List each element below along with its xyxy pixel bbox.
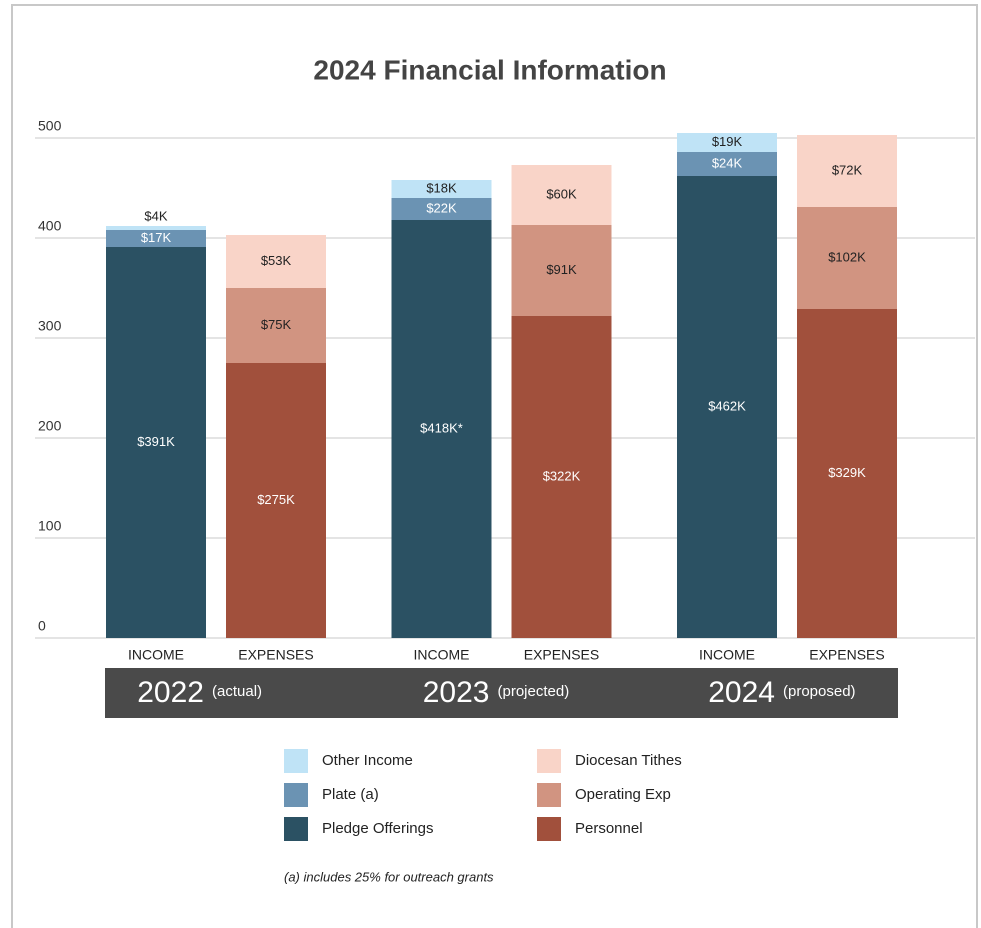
legend-swatch — [284, 783, 308, 807]
y-tick-label: 400 — [38, 218, 62, 234]
legend-label: Diocesan Tithes — [575, 752, 682, 769]
bar-segment — [106, 226, 206, 230]
legend-swatch — [284, 749, 308, 773]
legend-swatch — [537, 749, 561, 773]
legend-label: Plate (a) — [322, 786, 379, 803]
group-label: 2023 — [423, 676, 490, 709]
data-label: $391K — [137, 434, 175, 449]
bar-segment — [226, 288, 326, 363]
y-tick-label: 500 — [38, 118, 62, 134]
data-label: $17K — [141, 230, 172, 245]
bar-segment — [391, 180, 492, 198]
legend-label: Other Income — [322, 752, 413, 769]
chart-title: 2024 Financial Information — [313, 54, 666, 85]
y-tick-label: 300 — [38, 318, 62, 334]
data-label: $322K — [543, 468, 581, 483]
group-label: 2022 — [137, 676, 204, 709]
bar-segment — [797, 135, 897, 207]
data-label: $275K — [257, 492, 295, 507]
bar-segment — [677, 133, 777, 152]
data-label: $4K — [144, 208, 167, 223]
bar-segment — [677, 176, 777, 638]
bar-segment — [106, 247, 206, 638]
bar-segment — [391, 198, 492, 220]
data-label: $22K — [426, 200, 457, 215]
data-label: $60K — [546, 186, 577, 201]
data-label: $329K — [828, 465, 866, 480]
footnote: (a) includes 25% for outreach grants — [284, 869, 494, 884]
legend-label: Pledge Offerings — [322, 820, 433, 837]
data-label: $418K* — [420, 420, 463, 435]
bar-segment — [226, 363, 326, 638]
data-label: $72K — [832, 162, 863, 177]
data-label: $19K — [712, 134, 743, 149]
group-label: 2024 — [708, 676, 775, 709]
legend-swatch — [537, 817, 561, 841]
y-tick-label: 100 — [38, 518, 62, 534]
x-tick-label: EXPENSES — [238, 647, 313, 663]
legend-swatch — [284, 817, 308, 841]
bar-segment — [511, 225, 612, 316]
group-note: (projected) — [498, 683, 570, 700]
data-label: $24K — [712, 155, 743, 170]
x-tick-label: INCOME — [699, 647, 755, 663]
bar-segment — [106, 230, 206, 247]
group-note: (proposed) — [783, 683, 856, 700]
group-note: (actual) — [212, 683, 262, 700]
bar-segment — [226, 235, 326, 288]
y-tick-label: 0 — [38, 618, 46, 634]
data-label: $102K — [828, 249, 866, 264]
legend-label: Operating Exp — [575, 786, 671, 803]
bar-segment — [511, 165, 612, 225]
legend-swatch — [537, 783, 561, 807]
data-label: $53K — [261, 253, 292, 268]
legend-label: Personnel — [575, 820, 643, 837]
bar-segment — [797, 309, 897, 638]
data-label: $18K — [426, 180, 457, 195]
bar-segment — [677, 152, 777, 176]
data-label: $75K — [261, 317, 292, 332]
y-tick-label: 200 — [38, 418, 62, 434]
x-tick-label: INCOME — [128, 647, 184, 663]
x-tick-label: INCOME — [414, 647, 470, 663]
group-band — [105, 668, 898, 718]
data-label: $91K — [546, 262, 577, 277]
x-tick-label: EXPENSES — [809, 647, 884, 663]
bar-segment — [797, 207, 897, 309]
data-label: $462K — [708, 398, 746, 413]
x-tick-label: EXPENSES — [524, 647, 599, 663]
bar-segment — [511, 316, 612, 638]
bar-segment — [391, 220, 492, 638]
